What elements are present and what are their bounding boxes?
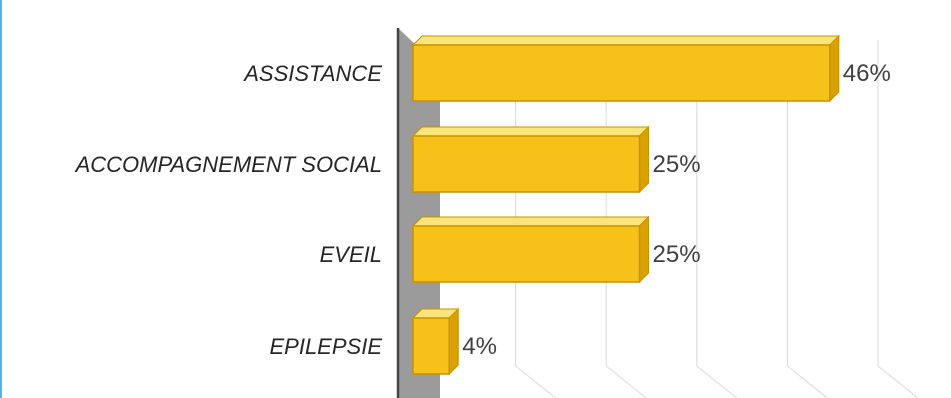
gridline-floor — [696, 365, 738, 398]
data-label: 25% — [653, 151, 701, 178]
category-label: ACCOMPAGNEMENT SOCIAL — [74, 152, 382, 177]
gridline-floor — [605, 365, 647, 398]
bar — [412, 225, 641, 283]
gridline-floor — [787, 365, 828, 398]
bar-top — [411, 35, 840, 46]
category-label: EPILEPSIE — [269, 334, 382, 359]
bar — [412, 317, 450, 375]
bar-side — [639, 125, 649, 194]
bar — [412, 135, 641, 193]
bar-top — [411, 216, 650, 227]
bar-side — [448, 307, 459, 376]
gridline-floor — [515, 365, 556, 398]
gridline-floor — [877, 365, 919, 398]
bar-top — [411, 126, 650, 137]
category-label: EVEIL — [320, 242, 382, 267]
bar — [412, 44, 831, 102]
data-label: 4% — [462, 333, 497, 360]
data-label: 25% — [653, 241, 701, 268]
bar-side — [829, 34, 840, 103]
axis-wall — [398, 28, 440, 398]
data-label: 46% — [843, 60, 891, 87]
bar-side — [639, 215, 649, 284]
category-label: ASSISTANCE — [242, 61, 382, 86]
